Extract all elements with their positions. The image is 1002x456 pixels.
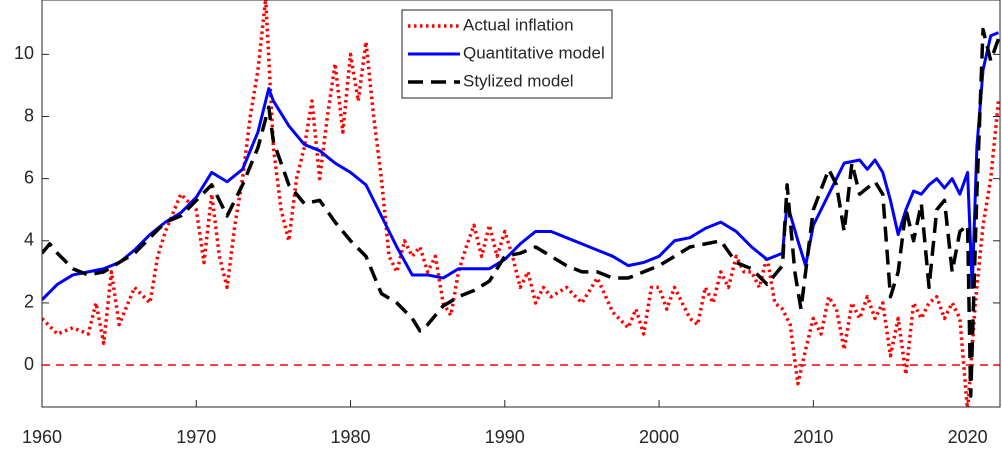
x-tick-label: 2020 [948, 427, 988, 447]
x-tick-label: 2010 [793, 427, 833, 447]
y-tick-label: 6 [24, 167, 34, 187]
x-tick-label: 1970 [176, 427, 216, 447]
plot-area [42, 0, 1000, 407]
y-tick-label: 4 [24, 230, 34, 250]
series-line [42, 27, 1000, 398]
plot-frame [41, 0, 1001, 408]
series-line [42, 31, 1000, 301]
x-tick-label: 1990 [485, 427, 525, 447]
x-tick-label: 1960 [22, 427, 62, 447]
x-tick-label: 1980 [331, 427, 371, 447]
series-line [42, 0, 1000, 407]
legend-label: Quantitative model [463, 43, 605, 62]
y-tick-label: 0 [24, 354, 34, 374]
y-tick-label: 10 [14, 43, 34, 63]
y-tick-label: 2 [24, 292, 34, 312]
legend-label: Actual inflation [463, 15, 574, 34]
y-tick-label: 8 [24, 105, 34, 125]
legend-label: Stylized model [463, 71, 574, 90]
x-tick-label: 2000 [639, 427, 679, 447]
